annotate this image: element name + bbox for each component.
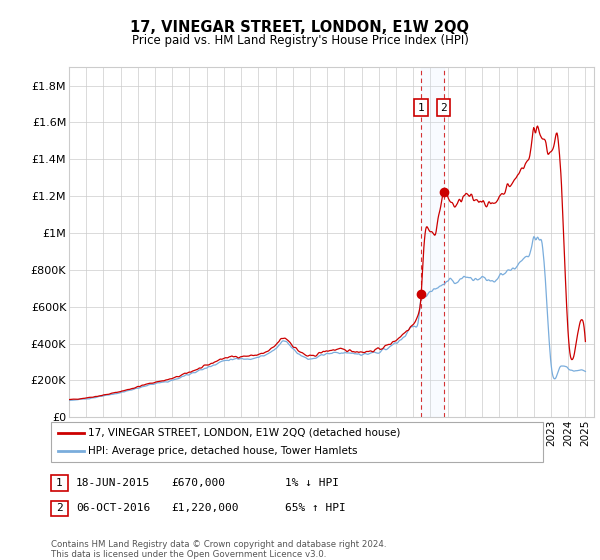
- Text: 2: 2: [56, 503, 63, 514]
- Text: This data is licensed under the Open Government Licence v3.0.: This data is licensed under the Open Gov…: [51, 550, 326, 559]
- Text: Contains HM Land Registry data © Crown copyright and database right 2024.: Contains HM Land Registry data © Crown c…: [51, 540, 386, 549]
- Text: 1% ↓ HPI: 1% ↓ HPI: [285, 478, 339, 488]
- Text: 17, VINEGAR STREET, LONDON, E1W 2QQ: 17, VINEGAR STREET, LONDON, E1W 2QQ: [131, 20, 470, 35]
- Text: 2: 2: [440, 102, 447, 113]
- Text: £670,000: £670,000: [171, 478, 225, 488]
- Text: HPI: Average price, detached house, Tower Hamlets: HPI: Average price, detached house, Towe…: [88, 446, 358, 456]
- Text: 06-OCT-2016: 06-OCT-2016: [76, 503, 151, 514]
- Text: 65% ↑ HPI: 65% ↑ HPI: [285, 503, 346, 514]
- Text: £1,220,000: £1,220,000: [171, 503, 239, 514]
- Bar: [421, 67, 443, 417]
- Text: 1: 1: [56, 478, 63, 488]
- Text: 17, VINEGAR STREET, LONDON, E1W 2QQ (detached house): 17, VINEGAR STREET, LONDON, E1W 2QQ (det…: [88, 428, 401, 437]
- Text: 18-JUN-2015: 18-JUN-2015: [76, 478, 151, 488]
- Text: 1: 1: [418, 102, 425, 113]
- Text: Price paid vs. HM Land Registry's House Price Index (HPI): Price paid vs. HM Land Registry's House …: [131, 34, 469, 46]
